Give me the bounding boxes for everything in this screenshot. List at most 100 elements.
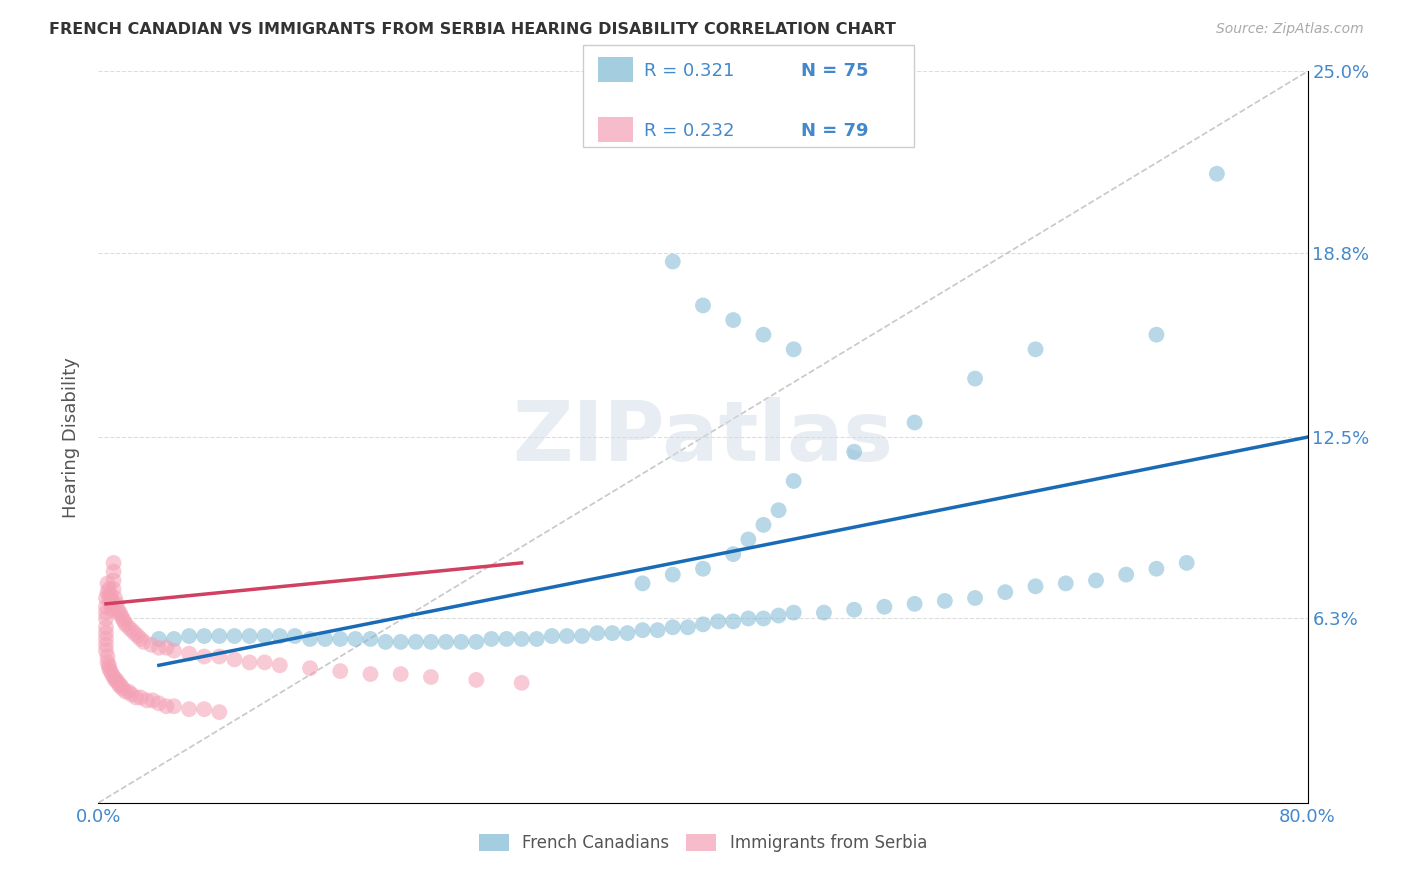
Point [108,606,131,620]
Point [179,629,201,643]
Point [602,626,624,640]
Point [752,327,775,342]
Y-axis label: Hearing Disability: Hearing Disability [62,357,80,517]
Point [737,611,759,625]
Point [737,533,759,547]
Point [723,615,745,629]
Point [103,574,125,588]
Point [510,676,533,690]
Text: Source: ZipAtlas.com: Source: ZipAtlas.com [1216,22,1364,37]
Point [783,606,806,620]
Point [121,623,143,637]
Legend: French Canadians, Immigrants from Serbia: French Canadians, Immigrants from Serbia [471,825,935,860]
Point [813,606,835,620]
Point [269,629,291,643]
Point [103,670,125,684]
Point [104,673,127,687]
Point [873,599,896,614]
Point [450,635,472,649]
Point [112,615,135,629]
Point [98,658,121,673]
Point [783,343,806,357]
Point [631,623,654,637]
Point [329,664,352,678]
Point [1144,562,1167,576]
Point [269,658,291,673]
Point [129,632,152,646]
Point [510,632,533,646]
Text: ZIPatlas: ZIPatlas [513,397,893,477]
Point [707,615,730,629]
Text: R = 0.321: R = 0.321 [644,62,734,80]
Point [1024,579,1046,593]
Point [114,617,136,632]
Point [118,620,141,634]
Point [111,611,134,625]
Point [661,254,683,268]
Point [723,313,745,327]
Point [111,681,134,696]
Point [965,591,987,605]
Text: R = 0.232: R = 0.232 [644,122,734,140]
Point [420,670,443,684]
Point [692,617,714,632]
Point [193,649,215,664]
Point [389,635,412,649]
Point [374,635,396,649]
Point [253,629,276,643]
Point [768,608,790,623]
Point [465,673,488,687]
Point [239,656,262,670]
Point [329,632,352,646]
Point [631,576,654,591]
Point [314,632,336,646]
Point [96,656,118,670]
Point [107,603,129,617]
Point [495,632,517,646]
Point [155,640,177,655]
Point [179,647,201,661]
Point [389,667,412,681]
Point [96,585,118,599]
Point [94,606,117,620]
Point [586,626,609,640]
Point [125,690,148,705]
Point [208,649,231,664]
Point [571,629,593,643]
Point [934,594,956,608]
Point [1144,327,1167,342]
Point [141,638,163,652]
Point [1175,556,1198,570]
Point [94,632,117,646]
Point [692,298,714,312]
Point [647,623,669,637]
Point [723,547,745,561]
Point [103,582,125,597]
Point [163,699,186,714]
Point [253,656,276,670]
Point [100,664,122,678]
Point [1054,576,1077,591]
Point [904,597,927,611]
Point [1024,343,1046,357]
Point [434,635,457,649]
Point [752,517,775,532]
Point [284,629,307,643]
Point [94,620,117,634]
Point [224,629,246,643]
Point [94,611,117,625]
Point [360,667,382,681]
Point [692,562,714,576]
Point [94,599,117,614]
Point [108,679,131,693]
Point [101,667,124,681]
Point [98,582,121,597]
Point [98,661,121,675]
Point [299,661,322,675]
Point [163,643,186,657]
Point [1085,574,1108,588]
Point [148,632,170,646]
Point [208,629,231,643]
Point [299,632,322,646]
Point [163,632,186,646]
